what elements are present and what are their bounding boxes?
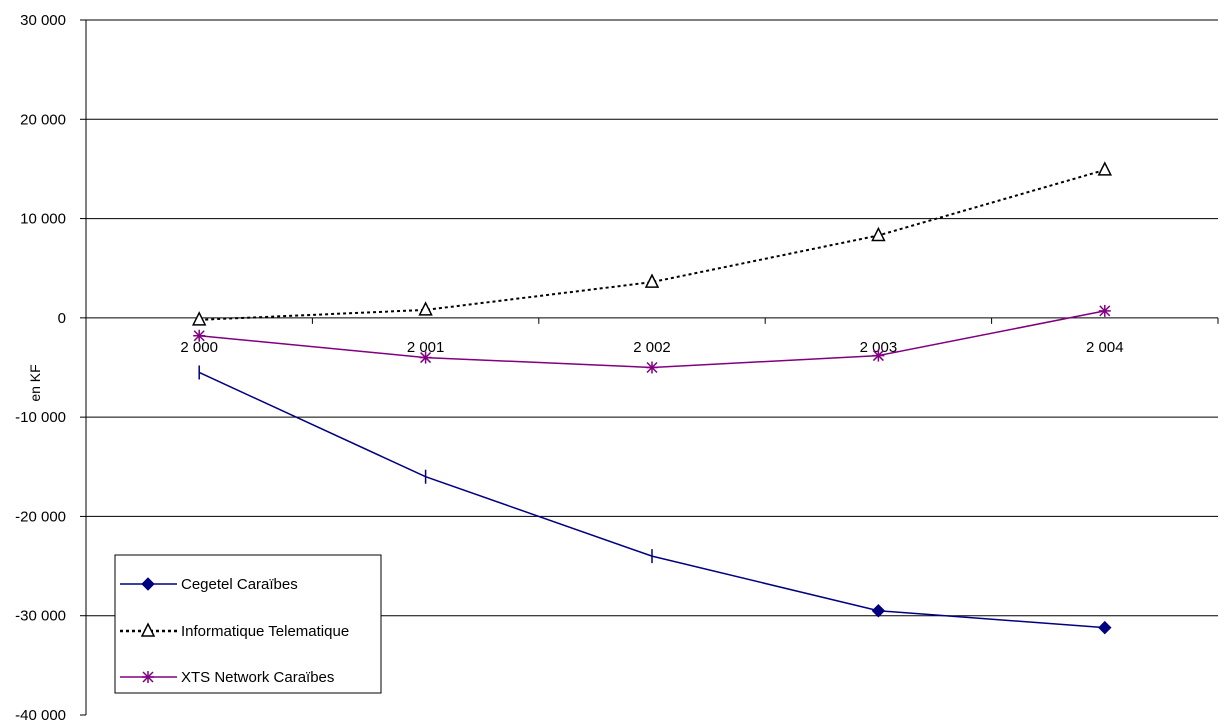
- legend-label: Informatique Telematique: [181, 623, 349, 640]
- legend: Cegetel Caraïbes Informatique Telematique…: [114, 554, 382, 694]
- legend-box: [114, 554, 382, 694]
- y-tick-label: 0: [58, 310, 66, 327]
- legend-label: XTS Network Caraïbes: [181, 669, 334, 686]
- series-line: [199, 168, 1106, 321]
- x-tick-label: 2 003: [860, 339, 898, 356]
- series-1: [191, 161, 1113, 326]
- y-tick-label: 10 000: [20, 211, 66, 228]
- data-point: [646, 361, 658, 374]
- data-point: [193, 329, 206, 342]
- series-0: [198, 365, 1112, 635]
- data-point: [141, 577, 155, 591]
- legend-label: Cegetel Caraïbes: [181, 576, 298, 593]
- x-tick-label: 2 000: [180, 339, 218, 356]
- x-tick-labels: 2 000 2 001 2 002 2 003 2 004: [180, 339, 1123, 356]
- data-point: [871, 226, 886, 242]
- data-point: [191, 311, 207, 326]
- data-point: [1097, 161, 1113, 176]
- x-tick-label: 2 001: [407, 339, 445, 356]
- data-point: [140, 622, 156, 637]
- data-point: [871, 604, 886, 618]
- y-tick-label: 30 000: [20, 12, 66, 29]
- y-tick-labels: 30 000 20 000 10 000 0 -10 000 -20 000 -30 000…: [15, 12, 66, 724]
- legend-item: XTS Network Caraïbes: [120, 669, 334, 686]
- data-point: [418, 301, 433, 316]
- data-point: [142, 671, 154, 683]
- y-tick-label: -30 000: [15, 608, 66, 625]
- axes: [80, 19, 1219, 716]
- y-tick-label: 20 000: [20, 111, 66, 128]
- y-tick-label: -40 000: [15, 707, 66, 724]
- legend-item: Informatique Telematique: [120, 622, 349, 640]
- legend-item: Cegetel Caraïbes: [120, 576, 298, 593]
- data-point: [419, 351, 432, 364]
- legend-items: Cegetel Caraïbes Informatique Telematique…: [120, 576, 349, 686]
- data-point: [644, 273, 660, 288]
- data-point: [1098, 304, 1111, 317]
- series: [191, 161, 1113, 635]
- series-2: [193, 304, 1111, 374]
- y-tick-label: -10 000: [15, 409, 66, 426]
- data-point: [1098, 620, 1112, 635]
- data-point: [872, 349, 885, 362]
- y-tick-label: -20 000: [15, 508, 66, 525]
- x-tick-label: 2 002: [633, 339, 671, 356]
- x-tick-label: 2 004: [1086, 339, 1124, 356]
- y-axis-label: en KF: [27, 364, 43, 401]
